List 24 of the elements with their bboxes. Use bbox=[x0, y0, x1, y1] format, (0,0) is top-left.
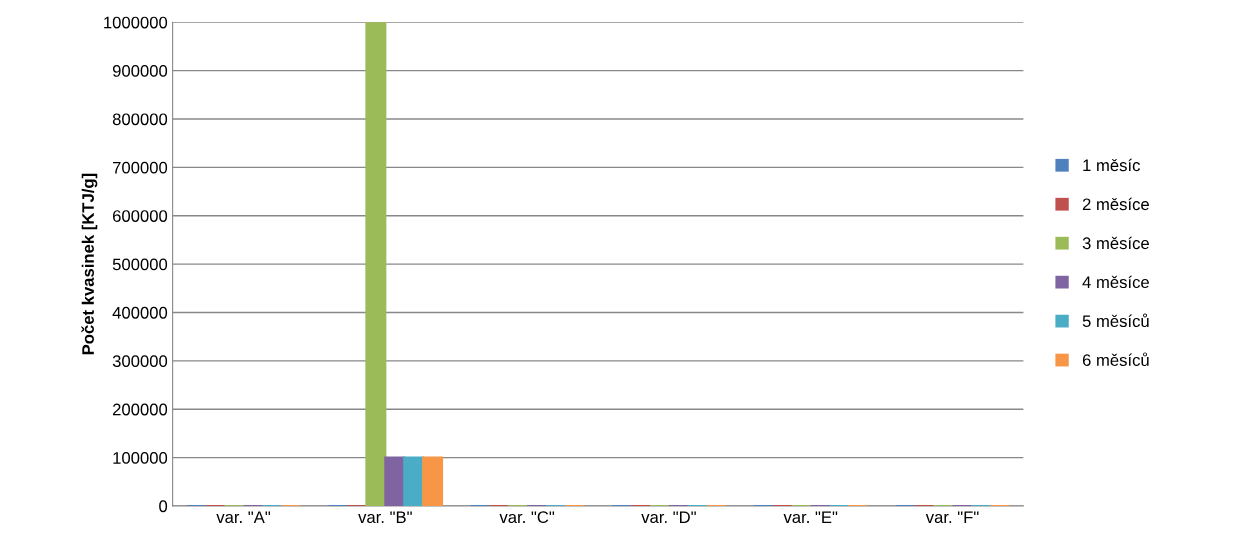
y-tick-label: 1000000 bbox=[104, 16, 168, 29]
legend-label: 2 měsíce bbox=[1082, 197, 1149, 211]
y-tick-label: 200000 bbox=[112, 403, 168, 416]
x-tick-label: var. "B" bbox=[358, 511, 412, 524]
y-tick-label: 600000 bbox=[113, 210, 168, 222]
y-tick-label: 800000 bbox=[112, 113, 168, 126]
x-tick-label: var. "A" bbox=[216, 511, 271, 524]
y-axis-title: Počet kvasinek [KTJ/g] bbox=[81, 173, 98, 355]
y-tick-label: 900000 bbox=[112, 65, 168, 77]
x-tick-label: var. "D" bbox=[641, 511, 696, 524]
y-tick-label: 100000 bbox=[113, 451, 168, 464]
x-tick-label: var. "C" bbox=[499, 511, 555, 524]
x-tick-label: var. "E" bbox=[783, 511, 838, 524]
legend-label: 6 měsíců bbox=[1082, 352, 1149, 367]
y-tick-label: 0 bbox=[159, 500, 168, 513]
x-tick-label: var. "F" bbox=[925, 511, 979, 524]
legend-label: 1 měsíc bbox=[1083, 158, 1140, 172]
y-tick-label: 300000 bbox=[112, 355, 168, 368]
legend-label: 3 měsíce bbox=[1082, 236, 1149, 250]
legend-label: 4 měsíce bbox=[1082, 275, 1149, 289]
y-tick-label: 500000 bbox=[112, 258, 168, 271]
y-tick-label: 400000 bbox=[112, 306, 168, 319]
legend-label: 5 měsíců bbox=[1082, 313, 1149, 328]
y-tick-label: 700000 bbox=[113, 161, 168, 174]
